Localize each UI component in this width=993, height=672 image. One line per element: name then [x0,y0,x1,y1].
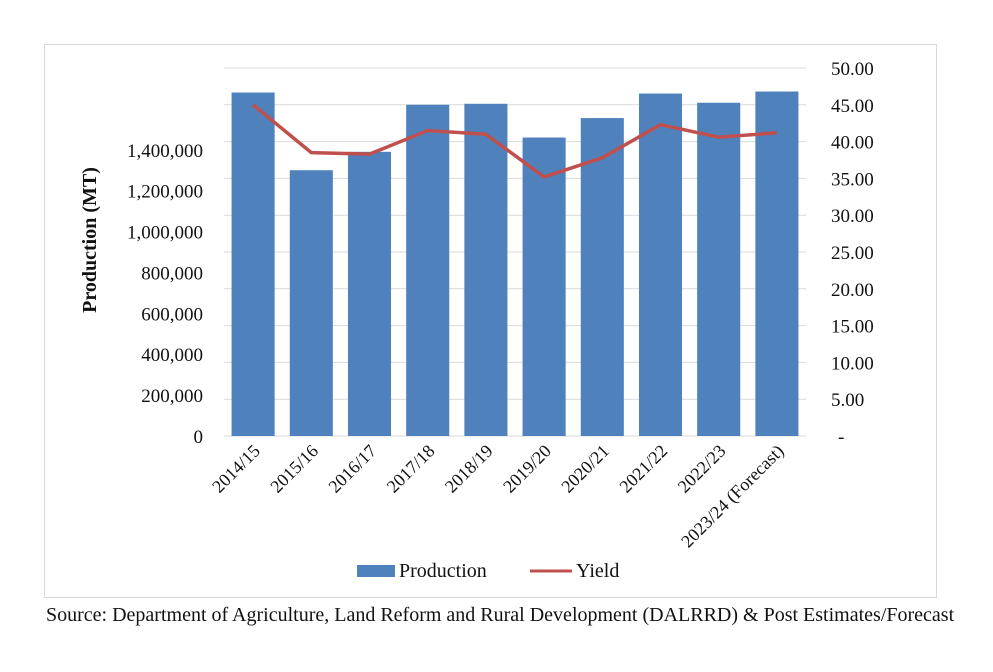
right-tick-label: 20.00 [831,280,874,301]
x-tick-label: 2022/23 [674,441,730,497]
yield-line-layer [251,103,778,179]
right-axis-ticks: - 5.00 10.00 15.00 20.00 25.00 30.00 35.00 40.00… [831,59,874,448]
left-tick-label: 1,200,000 [127,182,203,203]
legend-yield-label: Yield [576,560,619,582]
legend-production-label: Production [399,560,487,582]
right-tick-label: 30.00 [831,206,874,227]
right-tick-label: 35.00 [831,169,874,190]
right-tick-label: 10.00 [831,353,874,374]
right-tick-label: 50.00 [831,59,874,80]
right-tick-label: 5.00 [831,390,864,411]
production-bar [464,103,508,437]
right-tick-label: 45.00 [831,96,874,117]
production-bar [231,92,275,437]
left-tick-label: 400,000 [141,345,203,366]
production-bar [580,118,624,436]
yield-line [251,103,778,179]
right-tick-label: 25.00 [831,243,874,264]
right-tick-label: 15.00 [831,317,874,338]
production-bars [231,91,799,437]
x-tick-label: 2023/24 (Forecast) [677,441,788,552]
y-axis-title: Production (MT) [79,167,101,313]
production-bar [697,102,741,436]
left-tick-label: 0 [194,427,204,448]
x-tick-label: 2015/16 [266,441,322,497]
left-tick-label: 1,400,000 [127,141,203,162]
right-tick-label: - [838,427,844,448]
x-tick-label: 2014/15 [208,441,264,497]
x-tick-label: 2021/22 [615,441,671,497]
left-tick-label: 1,000,000 [127,223,203,244]
x-axis-ticks: 2014/15 2015/16 2016/17 2017/18 2018/19 2019/… [208,441,788,552]
legend-production-swatch [357,565,395,577]
production-yield-chart: 0 200,000 400,000 600,000 800,000 1,000,000 1,… [79,59,874,582]
x-tick-label: 2016/17 [324,441,380,497]
x-tick-label: 2018/19 [441,441,497,497]
left-tick-label: 800,000 [141,263,203,284]
source-note: Source: Department of Agriculture, Land … [46,604,955,626]
left-tick-label: 200,000 [141,386,203,407]
x-tick-label: 2020/21 [557,441,613,497]
production-bar [522,137,566,436]
production-bar [755,91,799,436]
production-bar [289,170,333,436]
left-tick-label: 600,000 [141,304,203,325]
production-bar [406,104,450,437]
chart-frame [44,44,937,598]
production-bar [347,151,392,437]
x-tick-label: 2019/20 [499,441,555,497]
right-tick-label: 40.00 [831,133,874,154]
left-axis-ticks: 0 200,000 400,000 600,000 800,000 1,000,000 1,… [127,141,203,448]
x-tick-label: 2017/18 [383,441,439,497]
legend: Production Yield [357,560,619,582]
production-bar [638,93,683,437]
